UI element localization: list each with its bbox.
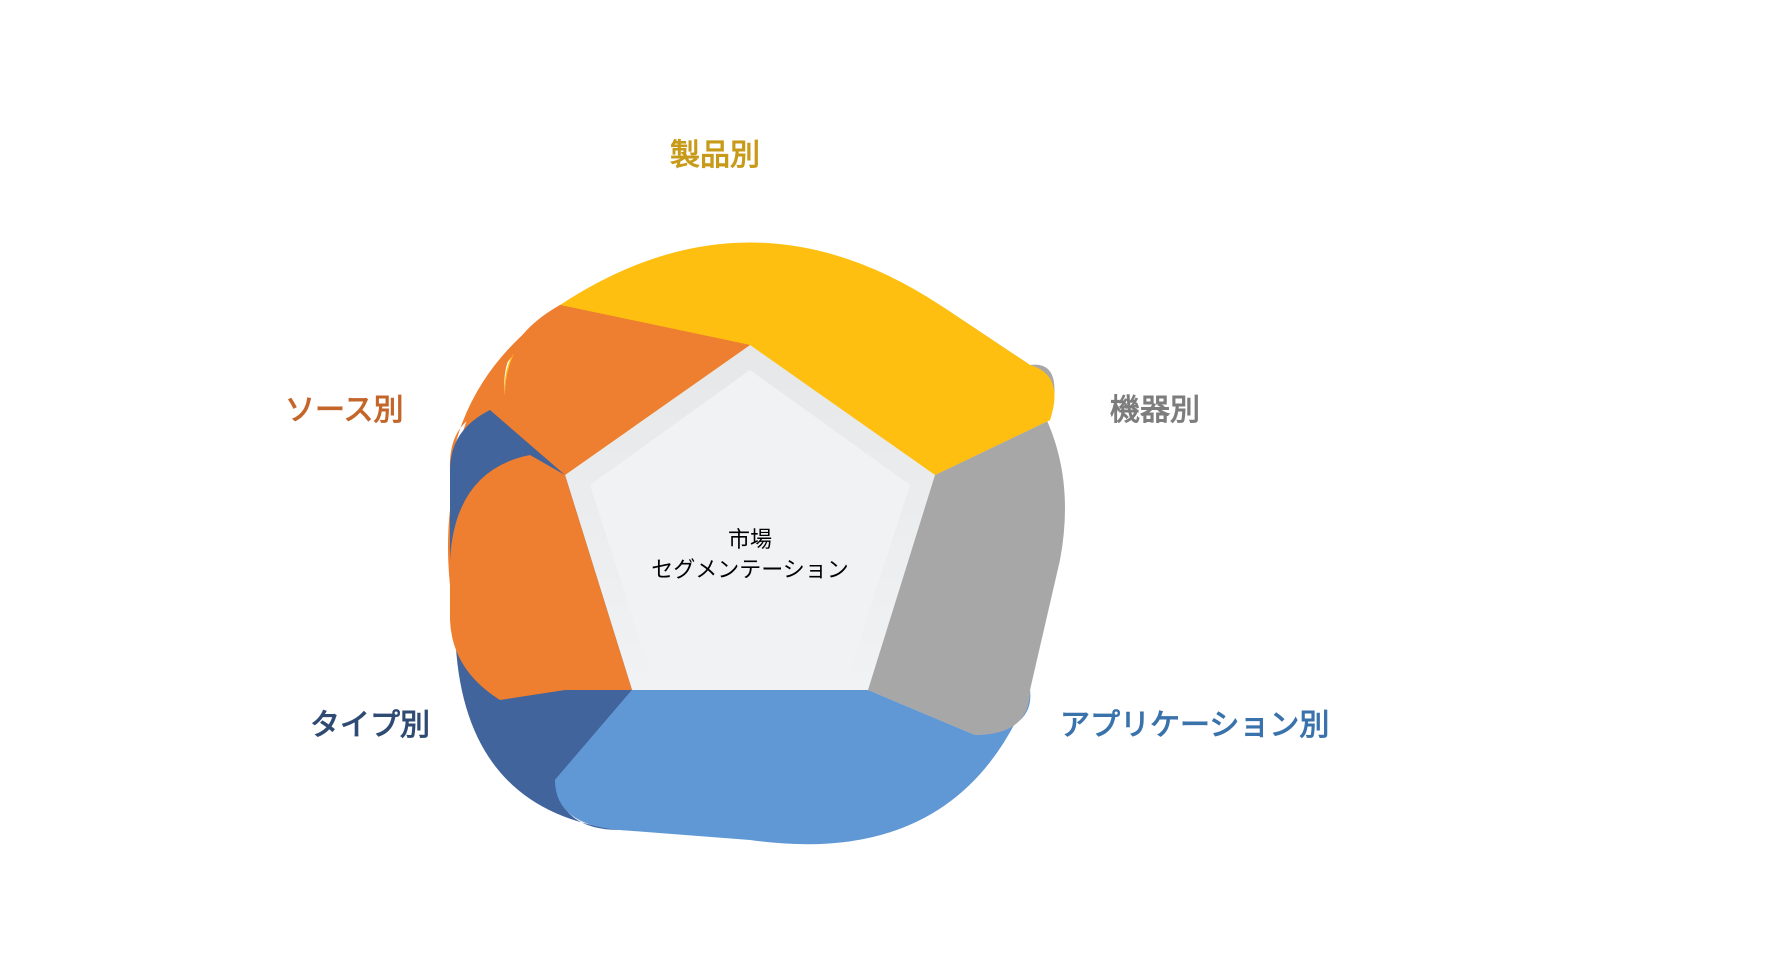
label-product: 製品別 (670, 130, 760, 174)
label-device: 機器別 (1110, 385, 1200, 429)
center-label-line2: セグメンテーション (630, 555, 870, 585)
center-label: 市場 セグメンテーション (630, 525, 870, 584)
center-label-line1: 市場 (630, 525, 870, 555)
diagram-stage: 製品別 機器別 アプリケーション別 タイプ別 ソース別 市場 セグメンテーション (0, 0, 1776, 965)
pentagon-ring (0, 0, 1776, 965)
label-source: ソース別 (285, 385, 404, 429)
label-type: タイプ別 (310, 700, 430, 744)
label-application: アプリケーション別 (1060, 700, 1329, 744)
